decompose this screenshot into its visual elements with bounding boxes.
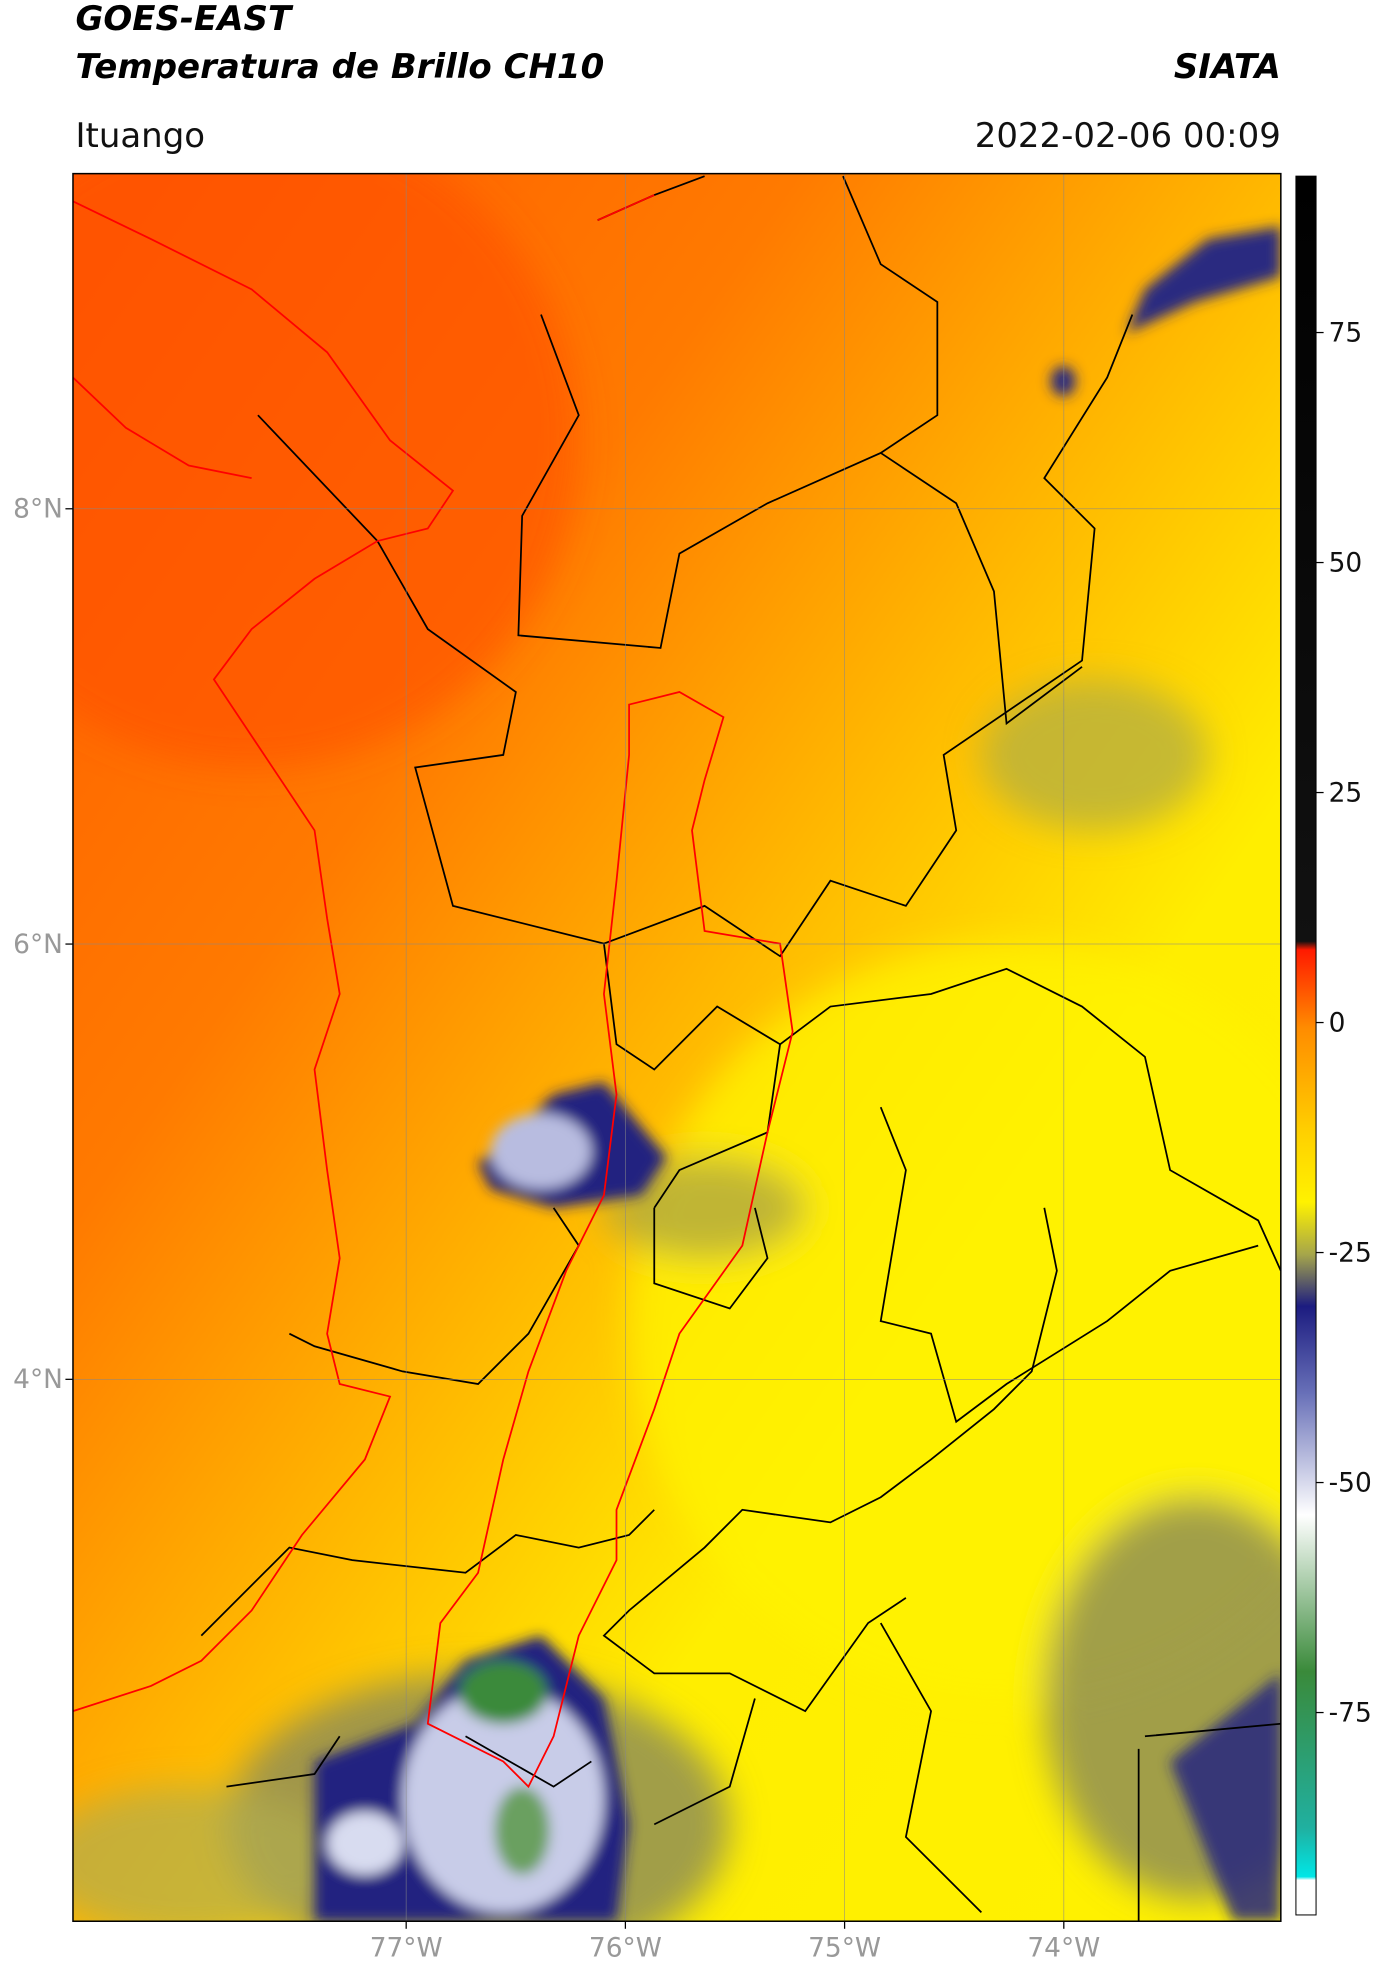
lon-label: 77°W [370, 1932, 443, 1963]
subtitle: Temperatura de Brillo CH10 [75, 47, 604, 87]
colorbar-label: -50 [1329, 1467, 1372, 1498]
lat-label: 6°N [13, 929, 63, 960]
map-image [72, 173, 1281, 1922]
lon-label: 74°W [1027, 1932, 1100, 1963]
source: SIATA [1174, 47, 1281, 87]
datetime: 2022-02-06 00:09 [975, 116, 1281, 156]
location: Ituango [75, 116, 205, 156]
lon-label: 76°W [589, 1932, 662, 1963]
title: GOES-EAST [75, 0, 293, 39]
colorbar-label: 75 [1329, 317, 1363, 348]
lat-label: 4°N [13, 1364, 63, 1395]
colorbar-label: 50 [1329, 547, 1363, 578]
coastline-and-basin [72, 194, 794, 1789]
lat-label: 8°N [13, 494, 63, 525]
colorbar-label: 0 [1329, 1007, 1346, 1038]
colorbar-label: -75 [1329, 1697, 1372, 1728]
lon-label: 75°W [808, 1932, 881, 1963]
grid [72, 173, 1281, 1922]
colorbar [1295, 175, 1317, 1916]
map-frame [72, 172, 1282, 1922]
colorbar-label: 25 [1329, 777, 1363, 808]
colorbar-label: -25 [1329, 1237, 1372, 1268]
